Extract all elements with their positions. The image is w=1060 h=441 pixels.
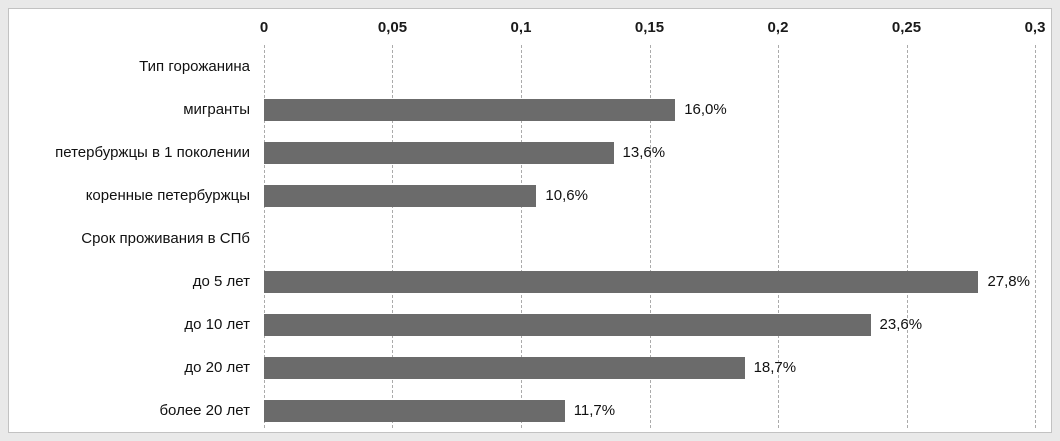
chart-row: до 10 лет 23,6% [9, 303, 1035, 346]
value-label: 23,6% [879, 316, 923, 333]
value-label: 10,6% [545, 187, 588, 204]
chart-row: Срок проживания в СПб [9, 217, 1035, 260]
row-plot: 10,6% [264, 174, 1035, 217]
row-plot: 27,8% [264, 260, 1035, 303]
category-label: коренные петербуржцы [85, 187, 250, 204]
row-plot: 23,6% [264, 303, 1035, 346]
chart-row: Тип горожанина [9, 45, 1035, 88]
value-label: 18,7% [753, 359, 797, 376]
row-plot [264, 45, 1035, 88]
row-plot: 18,7% [264, 346, 1035, 389]
bar [264, 399, 565, 422]
x-axis: 0 0,05 0,1 0,15 0,2 0,25 0,3 [260, 9, 1046, 45]
bar [264, 98, 676, 121]
x-axis-tick: 0 [259, 19, 269, 36]
bar [264, 141, 614, 164]
chart-rows: Тип горожанина мигранты 16,0% петербуржцы в… [9, 45, 1035, 432]
chart-panel: 0 0,05 0,1 0,15 0,2 0,25 0,3 Тип горожанина миг… [8, 8, 1052, 433]
bar [264, 313, 871, 336]
chart-row: петербуржцы в 1 поколении 13,6% [9, 131, 1035, 174]
category-label: мигранты [183, 101, 250, 118]
plot-area: Тип горожанина мигранты 16,0% петербуржцы в… [9, 45, 1036, 432]
x-axis-tick: 0,15 [634, 19, 665, 36]
chart-row: до 20 лет 18,7% [9, 346, 1035, 389]
value-label: 13,6% [622, 144, 666, 161]
row-plot [264, 217, 1035, 260]
group-header-label: Срок проживания в СПб [81, 230, 250, 247]
value-label: 16,0% [684, 101, 727, 118]
gridline [1035, 45, 1036, 428]
bar [264, 270, 979, 293]
chart-row: более 20 лет 11,7% [9, 389, 1035, 432]
category-label: до 5 лет [192, 273, 250, 290]
category-label: петербуржцы в 1 поколении [55, 144, 250, 161]
x-axis-tick: 0,1 [510, 19, 532, 36]
row-plot: 16,0% [264, 88, 1035, 131]
chart-row: коренные петербуржцы 10,6% [9, 174, 1035, 217]
group-header-label: Тип горожанина [139, 58, 250, 75]
bar [264, 356, 745, 379]
x-axis-tick: 0,05 [377, 19, 408, 36]
chart-row: мигранты 16,0% [9, 88, 1035, 131]
row-plot: 11,7% [264, 389, 1035, 432]
x-axis-tick: 0,3 [1024, 19, 1046, 36]
value-label: 27,8% [987, 273, 1030, 290]
value-label: 11,7% [573, 402, 616, 419]
x-axis-tick: 0,2 [767, 19, 789, 36]
bar [264, 184, 537, 207]
row-plot: 13,6% [264, 131, 1035, 174]
x-axis-tick: 0,25 [891, 19, 922, 36]
category-label: до 10 лет [184, 316, 250, 333]
category-label: до 20 лет [184, 359, 250, 376]
chart-row: до 5 лет 27,8% [9, 260, 1035, 303]
category-label: более 20 лет [159, 402, 250, 419]
